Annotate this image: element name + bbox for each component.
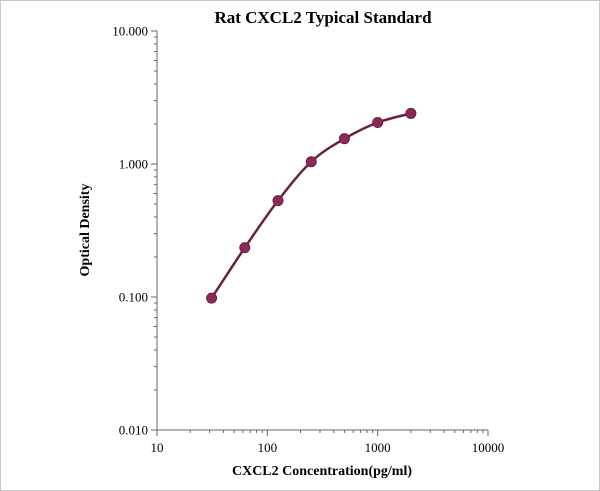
- points-layer: [206, 107, 417, 304]
- y-tick-label: 0.100: [119, 290, 148, 305]
- chart-title: Rat CXCL2 Typical Standard: [214, 8, 432, 27]
- y-tick-label: 10.000: [112, 24, 148, 39]
- ticks: 10 100 1000 10000 0.010 0.100 1.000 10.000: [112, 24, 504, 456]
- axes: [156, 31, 488, 431]
- data-point: [239, 242, 251, 254]
- x-tick-label: 100: [258, 440, 278, 455]
- data-point: [372, 117, 384, 129]
- x-tick-label: 10: [151, 440, 164, 455]
- x-tick-label: 1000: [365, 440, 391, 455]
- y-axis-label: Optical Density: [78, 184, 93, 277]
- data-point: [272, 195, 284, 207]
- x-axis-label: CXCL2 Concentration(pg/ml): [232, 464, 412, 479]
- data-point: [338, 133, 350, 145]
- y-tick-label: 0.010: [119, 423, 148, 438]
- data-point: [305, 156, 317, 168]
- curve-layer: [210, 112, 412, 299]
- data-point: [206, 292, 218, 304]
- x-tick-label: 10000: [472, 440, 505, 455]
- data-point: [405, 107, 417, 119]
- standard-curve: [210, 112, 412, 299]
- y-tick-label: 1.000: [119, 157, 148, 172]
